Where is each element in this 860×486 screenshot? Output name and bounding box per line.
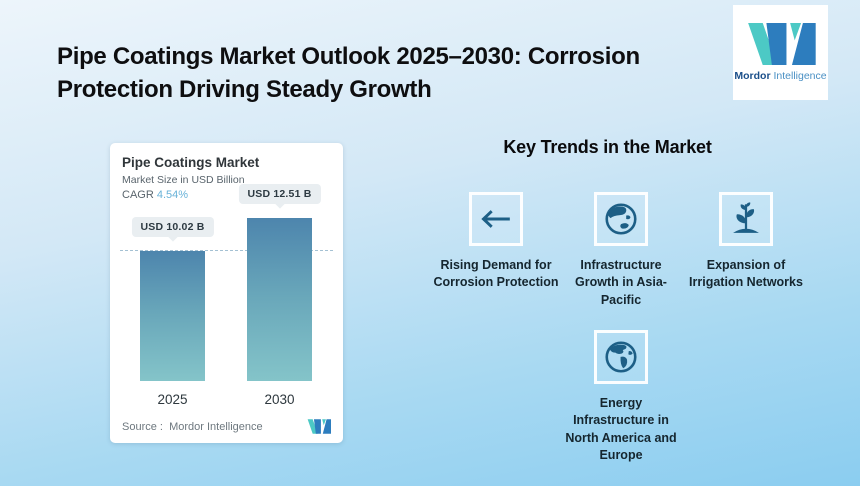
trend-label: Energy Infrastructure in North America a… [565, 396, 677, 462]
x-axis-label-2030: 2030 [264, 392, 295, 407]
plant-icon [719, 192, 773, 246]
arrow-left-icon [469, 192, 523, 246]
bar-2025 [140, 251, 205, 381]
mordor-intelligence-mini-logo-icon [307, 419, 331, 434]
value-pill: USD 10.02 B [131, 217, 214, 237]
trend-item-2: Infrastructure Growth in Asia-Pacific [558, 192, 684, 309]
globe-americas-icon [594, 330, 648, 384]
bar-plot: USD 10.02 B 2025 USD 12.51 B 2030 [120, 184, 333, 407]
chart-cagr: CAGR 4.54% [122, 189, 189, 201]
page-title: Pipe Coatings Market Outlook 2025–2030: … [57, 43, 640, 103]
trends-heading: Key Trends in the Market [503, 137, 712, 157]
trend-item-3: Expansion of Irrigation Networks [683, 192, 809, 292]
source-row: Source : Mordor Intelligence [122, 419, 331, 434]
trend-label: Expansion of Irrigation Networks [689, 258, 803, 290]
value-pill: USD 12.51 B [238, 184, 321, 204]
source-text: Source : Mordor Intelligence [122, 420, 263, 433]
globe-asia-icon [594, 192, 648, 246]
chart-subtitle: Market Size in USD Billion [122, 174, 245, 186]
x-axis-label-2025: 2025 [157, 392, 188, 407]
chart-title: Pipe Coatings Market [122, 155, 260, 170]
brand-logo-text: Mordor Intelligence [734, 70, 827, 82]
brand-logo: Mordor Intelligence [733, 5, 828, 100]
market-chart-card: Pipe Coatings Market Market Size in USD … [110, 143, 343, 443]
trend-item-1: Rising Demand for Corrosion Protection [433, 192, 559, 292]
cagr-value: 4.54% [156, 189, 189, 201]
mordor-intelligence-logo-icon [747, 23, 816, 65]
trend-label: Infrastructure Growth in Asia-Pacific [575, 258, 667, 307]
value-label-2025: USD 10.02 B [131, 217, 214, 242]
reference-dashed-line [120, 250, 333, 251]
value-label-2030: USD 12.51 B [238, 184, 321, 209]
trend-item-4: Energy Infrastructure in North America a… [558, 330, 684, 464]
bar-2030 [247, 218, 312, 381]
trend-label: Rising Demand for Corrosion Protection [433, 258, 559, 290]
